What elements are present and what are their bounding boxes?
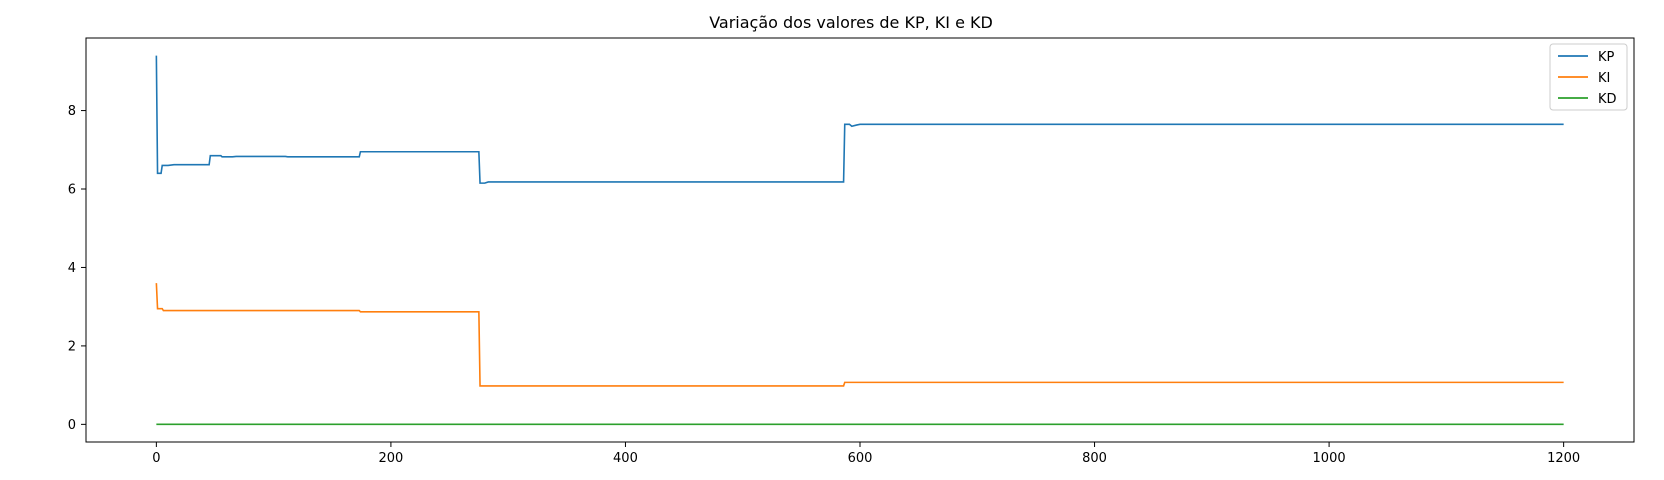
x-tick-label: 200 — [378, 451, 403, 466]
y-axis: 0 2 4 6 8 — [68, 104, 86, 433]
x-tick-label: 0 — [152, 451, 160, 466]
x-tick-label: 1000 — [1313, 451, 1346, 466]
series-line-ki — [155, 283, 1564, 387]
y-tick-label: 2 — [68, 339, 76, 354]
chart-title: Variação dos valores de KP, KI e KD — [709, 13, 993, 32]
series-line-kp — [155, 55, 1564, 184]
y-tick-label: 4 — [68, 261, 76, 276]
x-tick-label: 800 — [1082, 451, 1107, 466]
x-axis: 0 200 400 600 800 1000 1200 — [152, 442, 1580, 466]
x-tick-label: 400 — [613, 451, 638, 466]
legend-label-kd: KD — [1598, 92, 1617, 107]
plot-lines — [155, 55, 1564, 426]
y-tick-label: 0 — [68, 418, 76, 433]
legend-label-kp: KP — [1598, 50, 1615, 65]
legend: KP KI KD — [1549, 43, 1628, 111]
legend-box — [1549, 43, 1628, 111]
plot-frame — [85, 37, 1635, 443]
x-tick-label: 1200 — [1547, 451, 1580, 466]
legend-label-ki: KI — [1598, 71, 1610, 86]
y-tick-label: 6 — [68, 183, 76, 198]
y-tick-label: 8 — [68, 104, 76, 119]
x-tick-label: 600 — [848, 451, 873, 466]
